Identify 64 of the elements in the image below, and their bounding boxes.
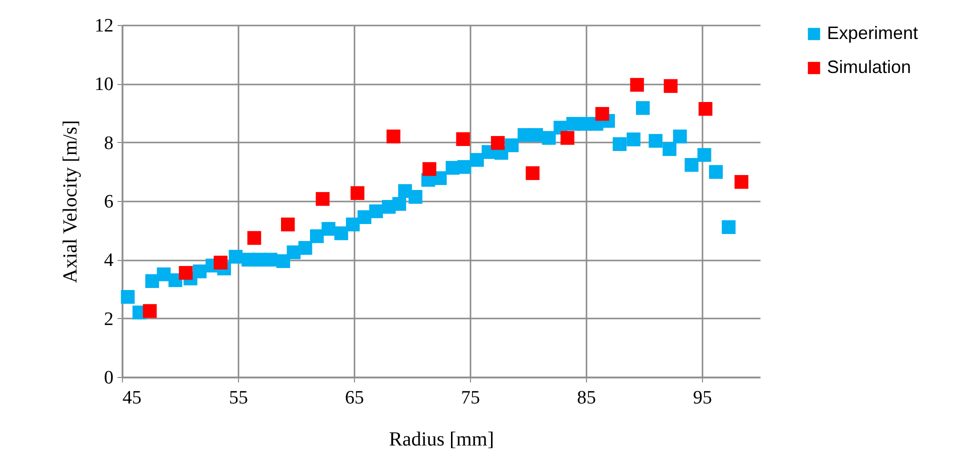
point bbox=[542, 131, 556, 145]
point bbox=[120, 290, 135, 304]
x-tick-label: 85 bbox=[577, 388, 596, 408]
x-tick-label: 55 bbox=[229, 388, 248, 408]
point bbox=[346, 218, 360, 232]
point bbox=[709, 165, 723, 179]
point bbox=[310, 229, 324, 244]
point bbox=[422, 162, 436, 176]
point bbox=[228, 250, 243, 264]
point bbox=[529, 128, 544, 142]
y-tick-label: 6 bbox=[104, 192, 114, 212]
y-tick-label: 8 bbox=[104, 132, 114, 154]
point bbox=[673, 130, 687, 144]
x-tick-label: 75 bbox=[461, 388, 480, 408]
point bbox=[684, 158, 698, 172]
point bbox=[734, 175, 748, 189]
point bbox=[334, 226, 348, 240]
point bbox=[145, 274, 160, 288]
x-tick-label: 95 bbox=[693, 388, 712, 408]
point bbox=[697, 148, 712, 162]
point bbox=[298, 241, 312, 255]
point bbox=[276, 254, 290, 268]
point bbox=[280, 218, 295, 232]
point bbox=[595, 106, 610, 121]
point bbox=[664, 79, 678, 93]
point bbox=[408, 190, 422, 204]
point bbox=[504, 138, 519, 152]
point bbox=[192, 264, 207, 278]
x-tick-label: 45 bbox=[122, 388, 142, 408]
point bbox=[560, 131, 574, 145]
point bbox=[142, 304, 157, 318]
point bbox=[470, 153, 484, 167]
point bbox=[648, 134, 662, 148]
point bbox=[457, 160, 472, 174]
point bbox=[626, 132, 640, 146]
y-tick-label: 0 bbox=[104, 368, 114, 388]
y-tick-label: 12 bbox=[94, 16, 114, 36]
point bbox=[662, 142, 676, 156]
point bbox=[490, 136, 505, 150]
point bbox=[630, 78, 644, 92]
y-tick-label: 2 bbox=[104, 308, 114, 330]
legend-label: Experiment bbox=[827, 23, 918, 43]
point bbox=[178, 266, 193, 280]
point bbox=[722, 220, 736, 234]
point bbox=[350, 186, 364, 200]
point bbox=[526, 166, 540, 180]
y-tick-label: 4 bbox=[104, 250, 114, 272]
point bbox=[247, 231, 262, 245]
x-tick-label: 65 bbox=[345, 388, 364, 408]
x-axis-title: Radius [mm] bbox=[389, 428, 494, 450]
legend-label: Simulation bbox=[827, 57, 912, 77]
point bbox=[698, 102, 712, 116]
y-axis-title: Axial Velocity [m/s] bbox=[60, 120, 82, 283]
point bbox=[612, 137, 627, 151]
point bbox=[392, 197, 406, 211]
point bbox=[386, 130, 400, 144]
point bbox=[214, 256, 228, 270]
point bbox=[636, 101, 650, 115]
point bbox=[369, 204, 383, 218]
point bbox=[322, 222, 336, 236]
point bbox=[264, 252, 278, 267]
point bbox=[316, 192, 330, 206]
point bbox=[456, 132, 470, 146]
y-tick-label: 10 bbox=[94, 74, 114, 96]
